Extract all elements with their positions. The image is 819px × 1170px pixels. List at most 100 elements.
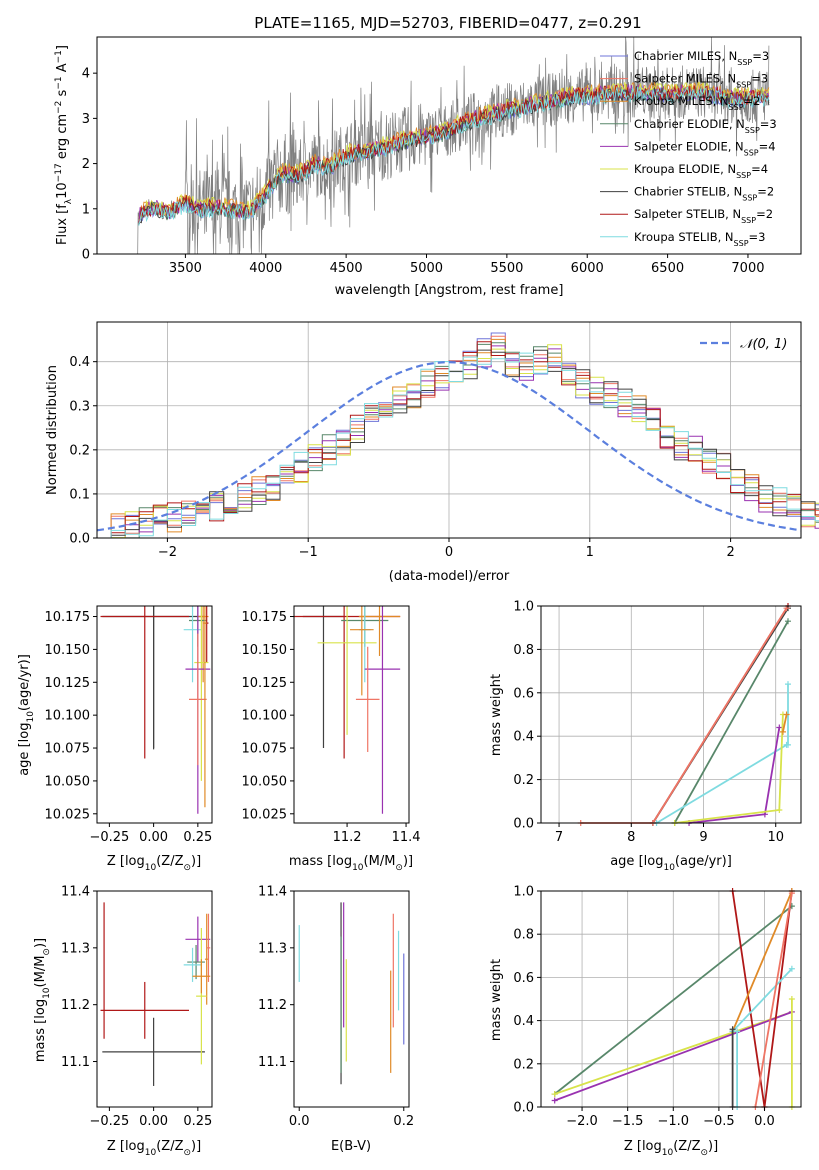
mass-weight-metallicity-xtick-label: −2.0 [566,1114,598,1129]
weight-marker [551,1097,558,1104]
label-part: log [644,854,664,869]
weight-marker [551,1091,558,1098]
label-part: log [33,999,48,1019]
residual-ytick-label: 0.0 [69,532,90,547]
mass-weight-age-ytick-label: 0.4 [513,730,534,745]
legend-nssp: =2 [756,207,773,221]
legend-entry: Salpeter MILES, NSSP=3 [634,72,768,90]
label-part: mass [ [33,1019,48,1062]
weight-marker [776,724,783,731]
legend-subscript: SSP [742,193,757,202]
mass-weight-metallicity-ytick-label: 0.2 [513,1057,534,1072]
label-subscript: 10 [145,1148,157,1158]
spectrum-xtick-label: 5500 [490,261,523,276]
legend-nssp: =3 [752,49,769,63]
age-mass-ytick-label: 10.125 [242,676,288,691]
normal-reference-curve [96,360,802,532]
spectrum-xtick-label: 4500 [330,261,363,276]
residual-ytick-label: 0.1 [69,487,90,502]
legend-entry: Chabrier ELODIE, NSSP=3 [634,117,777,135]
weight-line [554,905,793,1095]
label-part: (Z/Z [156,1139,183,1154]
label-subscript: 10 [662,1148,674,1158]
label-subscript: 10 [352,863,364,873]
mass-ebv-points [298,902,405,1085]
legend-nssp: =3 [751,72,768,86]
label-subscript: ⊙ [183,863,191,873]
age-mass-ytick-label: 10.150 [242,643,288,658]
mass-weight-age-xtick-label: 7 [555,830,563,845]
age-mass-points [294,606,401,814]
spectrum-ytick-label: 4 [82,67,90,82]
spectrum-xtick-label: 3500 [169,261,202,276]
weight-line [754,893,793,1108]
residual-histogram [97,342,819,539]
legend-nssp: =4 [751,162,768,176]
legend-subscript: SSP [734,238,749,247]
mass-ebv-ytick-label: 11.3 [258,941,287,956]
mass-weight-age-xtick-label: 8 [627,830,635,845]
residual-xlabel: (data-model)/error [389,569,510,584]
label-part: (M/M [364,854,396,869]
weight-marker [779,728,786,735]
label-part: (age/yr)] [17,654,32,711]
legend-subscript: SSP [745,125,760,134]
label-part: (M/M [33,956,48,988]
weight-marker [783,711,790,718]
legend-entry: Kroupa ELODIE, NSSP=4 [634,162,768,180]
weight-line [580,607,788,824]
label-part: mass weight [489,959,504,1041]
residual-ylabel: Normed distribution [45,365,60,495]
mass-metallicity-xlabel: Z [log10(Z/Z⊙)] [107,1139,201,1158]
label-part: Z [ [624,1139,642,1154]
age-metallicity-ytick-label: 10.100 [45,709,91,724]
mass-weight-age-ytick-label: 0.8 [513,643,534,658]
mass-weight-metallicity-xtick-label: −1.0 [657,1114,689,1129]
residual-xtick-label: 1 [586,545,594,560]
legend-subscript: SSP [744,148,759,157]
age-mass-ytick-label: 10.100 [242,709,288,724]
mass-ebv-xtick-label: 0.0 [289,1114,310,1129]
spectrum-ytick-label: 2 [82,157,90,172]
age-mass-xlabel: mass [log10(M/M⊙)] [289,854,413,873]
weight-marker [729,1026,736,1033]
age-metallicity-ytick-label: 10.150 [45,643,91,658]
weight-marker [785,681,791,688]
label-subscript: 10 [26,711,36,723]
mass-weight-age-xtick-label: 9 [699,830,707,845]
mass-ebv-xtick-label: 0.2 [393,1114,414,1129]
residual-legend-label: 𝒩(0, 1) [740,337,787,352]
legend-entry: Chabrier MILES, NSSP=3 [634,49,769,67]
age-metallicity-xtick-label: 0.25 [183,830,212,845]
mass-weight-age-panel: 7 8 9 10 0.0 0.2 0.4 0.6 0.8 1.0 [513,600,802,845]
mass-weight-metallicity-xtick-label: 0.0 [754,1114,775,1129]
label-part: )] [191,1139,201,1154]
label-subscript: 10 [663,863,675,873]
mass-weight-metallicity-xlabel: Z [log10(Z/Z⊙)] [624,1139,718,1158]
age-mass-xtick-label: 11.4 [392,830,421,845]
label-subscript: ⊙ [183,1148,191,1158]
label-part: mass weight [489,674,504,756]
age-mass-ytick-label: 10.025 [242,807,288,822]
label-part: Z [ [107,854,125,869]
legend-nssp: =2 [757,185,774,199]
mass-metallicity-ytick-label: 11.3 [61,941,90,956]
weight-marker [734,1028,741,1035]
label-part: )] [33,938,48,948]
label-part: mass [ [289,854,332,869]
legend-entry: Salpeter STELIB, NSSP=2 [634,207,773,225]
mass-metallicity-frame [96,890,213,1108]
residual-legend: 𝒩(0, 1) [700,337,787,352]
model-spectrum-kroupa-stelib [138,86,770,226]
age-mass-panel: 11.2 11.4 10.025 10.050 10.075 10.100 10.125 10… [242,605,421,845]
legend-subscript: SSP [736,171,751,180]
legend-entry: Kroupa STELIB, NSSP=3 [634,230,765,248]
figure-title: PLATE=1165, MJD=52703, FIBERID=0477, z=0… [254,14,641,32]
weight-line [731,890,793,1032]
age-metallicity-panel: −0.25 0.00 0.25 10.025 10.050 10.075 10.100 10.… [45,605,213,845]
spectrum-xtick-label: 6000 [571,261,604,276]
label-part: )] [191,854,201,869]
residual-ytick-label: 0.4 [69,355,90,370]
weight-marker [785,618,791,625]
